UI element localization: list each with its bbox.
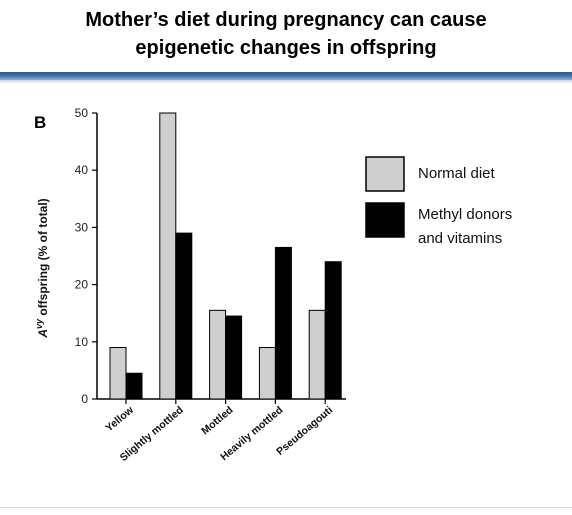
bar-methyl-donors (175, 232, 193, 400)
bar-normal-diet (159, 112, 177, 400)
bar-methyl-donors (125, 372, 143, 400)
title-rule-shadow (0, 80, 572, 84)
panel-label: B (34, 113, 46, 132)
bar-methyl-donors (225, 315, 243, 400)
y-axis-label-prefix: A (36, 329, 50, 339)
legend-swatch-methyl-donors (365, 202, 405, 238)
bar-normal-diet (109, 347, 127, 400)
bar-normal-diet (258, 347, 276, 400)
legend: Normal diet Methyl donors and vitamins (365, 156, 512, 247)
y-axis-label: Avy offspring (% of total) (34, 198, 50, 338)
bar-methyl-donors (324, 261, 342, 400)
slide-title-line-2: epigenetic changes in offspring (135, 37, 437, 59)
bar-normal-diet (209, 309, 227, 400)
y-axis-label-rest: offspring (% of total) (36, 198, 50, 319)
slide-title: Mother’s diet during pregnancy can cause… (0, 6, 572, 62)
y-tick-label: 30 (75, 220, 89, 234)
bars (109, 112, 342, 400)
x-tick-label: Mottled (199, 404, 235, 437)
bottom-divider (0, 507, 572, 508)
legend-swatch-normal-diet (365, 156, 405, 192)
bar-normal-diet (308, 309, 326, 400)
y-tick-label: 40 (75, 163, 89, 177)
x-tick-label: Yellow (103, 404, 136, 435)
svg-text:Avy offspring (% of total): Avy offspring (% of total) (34, 198, 50, 338)
title-rule (0, 72, 572, 80)
slide-title-line-1: Mother’s diet during pregnancy can cause (85, 9, 487, 31)
y-tick-label: 0 (81, 392, 88, 406)
legend-label-normal-diet: Normal diet (418, 165, 496, 182)
bar-methyl-donors (274, 246, 292, 400)
legend-label-methyl-donors-line-2: and vitamins (418, 230, 502, 247)
y-tick-label: 50 (75, 106, 89, 120)
y-axis-label-superscript: vy (34, 318, 44, 329)
legend-label-methyl-donors-line-1: Methyl donors (418, 206, 512, 223)
y-tick-label: 10 (75, 335, 89, 349)
y-ticks: 0 10 20 30 40 50 (75, 106, 97, 406)
y-tick-label: 20 (75, 278, 89, 292)
